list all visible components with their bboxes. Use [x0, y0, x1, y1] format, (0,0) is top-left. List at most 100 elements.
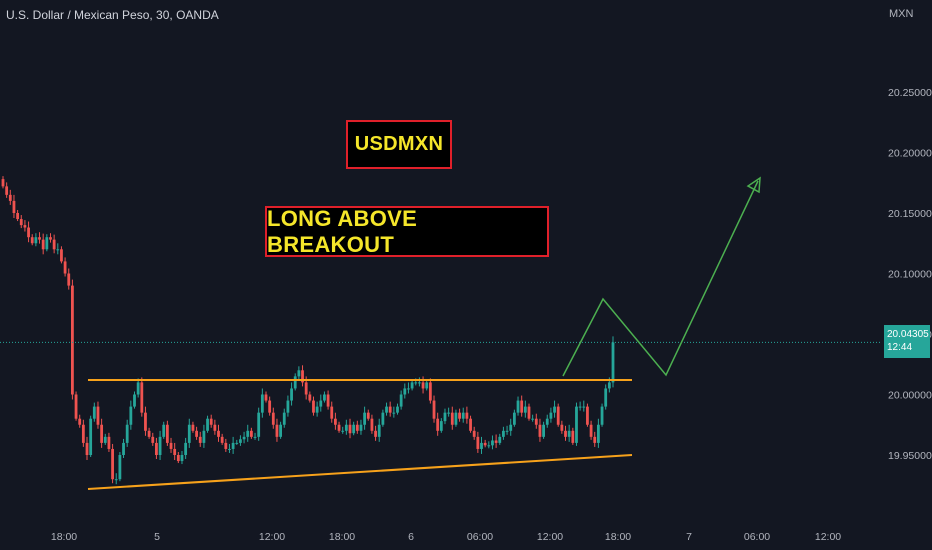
candle-body — [392, 412, 396, 414]
time-tick-label: 5 — [154, 531, 160, 543]
candle-body — [480, 442, 483, 449]
candle-body — [352, 424, 356, 434]
candle-body — [359, 424, 363, 431]
candle-body — [476, 436, 480, 449]
price-tick-label: 20.00000 — [888, 390, 932, 402]
candle-body — [133, 394, 136, 407]
candle-body — [158, 436, 162, 455]
candle-body — [308, 394, 312, 401]
candle-body — [527, 406, 531, 419]
candle-body — [509, 424, 513, 431]
candle-body — [279, 424, 283, 437]
candle-body — [264, 394, 268, 401]
candle-body — [381, 412, 385, 425]
candle-body — [326, 394, 330, 407]
candle-body — [512, 412, 516, 425]
candle-body — [260, 394, 264, 413]
candle-body — [275, 424, 279, 437]
candle-body — [235, 442, 239, 444]
candle-body — [85, 442, 89, 455]
candle-body — [38, 237, 41, 240]
bar-countdown: 12:44 — [887, 342, 913, 353]
candle-body — [239, 439, 242, 443]
candle-body — [169, 442, 173, 449]
candle-body — [103, 436, 107, 443]
candle-body — [1, 179, 5, 187]
time-tick-label: 06:00 — [467, 531, 493, 543]
candle-body — [428, 382, 432, 401]
symbol-title: U.S. Dollar / Mexican Peso, 30, OANDA — [6, 8, 219, 22]
candle-body — [333, 418, 337, 425]
candle-body — [165, 424, 169, 443]
candle-body — [63, 261, 67, 274]
candle-body — [176, 455, 180, 462]
candle-body — [290, 388, 293, 401]
candle-body — [472, 430, 476, 437]
candle-body — [421, 382, 425, 389]
candle-body — [12, 200, 16, 213]
time-tick-label: 18:00 — [329, 531, 355, 543]
candle-body — [71, 285, 74, 395]
candle-body — [19, 219, 23, 226]
candle-body — [129, 406, 133, 425]
candle-body — [56, 249, 60, 251]
candle-body — [27, 227, 30, 238]
candle-body — [217, 430, 220, 437]
candle-body — [282, 412, 286, 425]
time-axis[interactable]: 18:00 5 12:00 18:00 6 06:00 12:00 18:00 7 06:00 12… — [51, 531, 841, 543]
candle-body — [184, 442, 188, 455]
price-tick-label: 20.20000 — [888, 148, 932, 160]
candle-body — [355, 424, 359, 431]
support-trendline[interactable] — [87, 454, 633, 490]
candle-body — [344, 424, 348, 431]
candle-body — [180, 455, 184, 462]
candle-body — [545, 418, 549, 425]
candle-body — [370, 418, 374, 431]
time-tick-label: 7 — [686, 531, 692, 543]
candle-body — [447, 412, 451, 414]
candle-body — [607, 382, 611, 389]
candle-body — [575, 406, 578, 443]
candle-body — [443, 412, 447, 422]
candle-body — [257, 412, 261, 437]
candle-body — [542, 424, 545, 437]
candle-body — [286, 400, 290, 413]
candle-body — [140, 382, 144, 413]
candle-body — [414, 382, 418, 384]
projection-path[interactable] — [562, 180, 759, 377]
candle-body — [89, 418, 93, 455]
candle-body — [604, 388, 608, 407]
candle-body — [187, 424, 191, 443]
candle-body — [523, 406, 527, 413]
candle-body — [596, 424, 600, 443]
candle-body — [582, 406, 586, 408]
candle-body — [173, 448, 177, 455]
candle-body — [5, 186, 9, 195]
candle-body — [41, 239, 45, 250]
candle-body — [407, 388, 410, 390]
candle-body — [502, 430, 505, 437]
price-tick-label: 20.25000 — [888, 87, 932, 99]
candle-body — [220, 436, 224, 443]
candle-body — [293, 376, 297, 389]
candle-body — [78, 418, 82, 425]
candle-body — [388, 406, 392, 413]
candle-body — [125, 424, 129, 443]
candle-body — [319, 400, 323, 407]
candle-body — [410, 382, 414, 389]
candle-body — [520, 400, 524, 413]
candle-body — [195, 430, 198, 437]
candle-body — [330, 406, 334, 419]
projection-arrowhead — [746, 176, 761, 194]
candle-body — [498, 436, 502, 443]
candle-body — [191, 424, 195, 431]
price-tick-label: 20.15000 — [888, 208, 932, 220]
candle-body — [337, 424, 341, 431]
candle-body — [439, 421, 443, 431]
candle-body — [209, 418, 213, 425]
candle-body — [297, 370, 301, 377]
candle-body — [52, 239, 56, 250]
candle-body — [96, 406, 100, 425]
